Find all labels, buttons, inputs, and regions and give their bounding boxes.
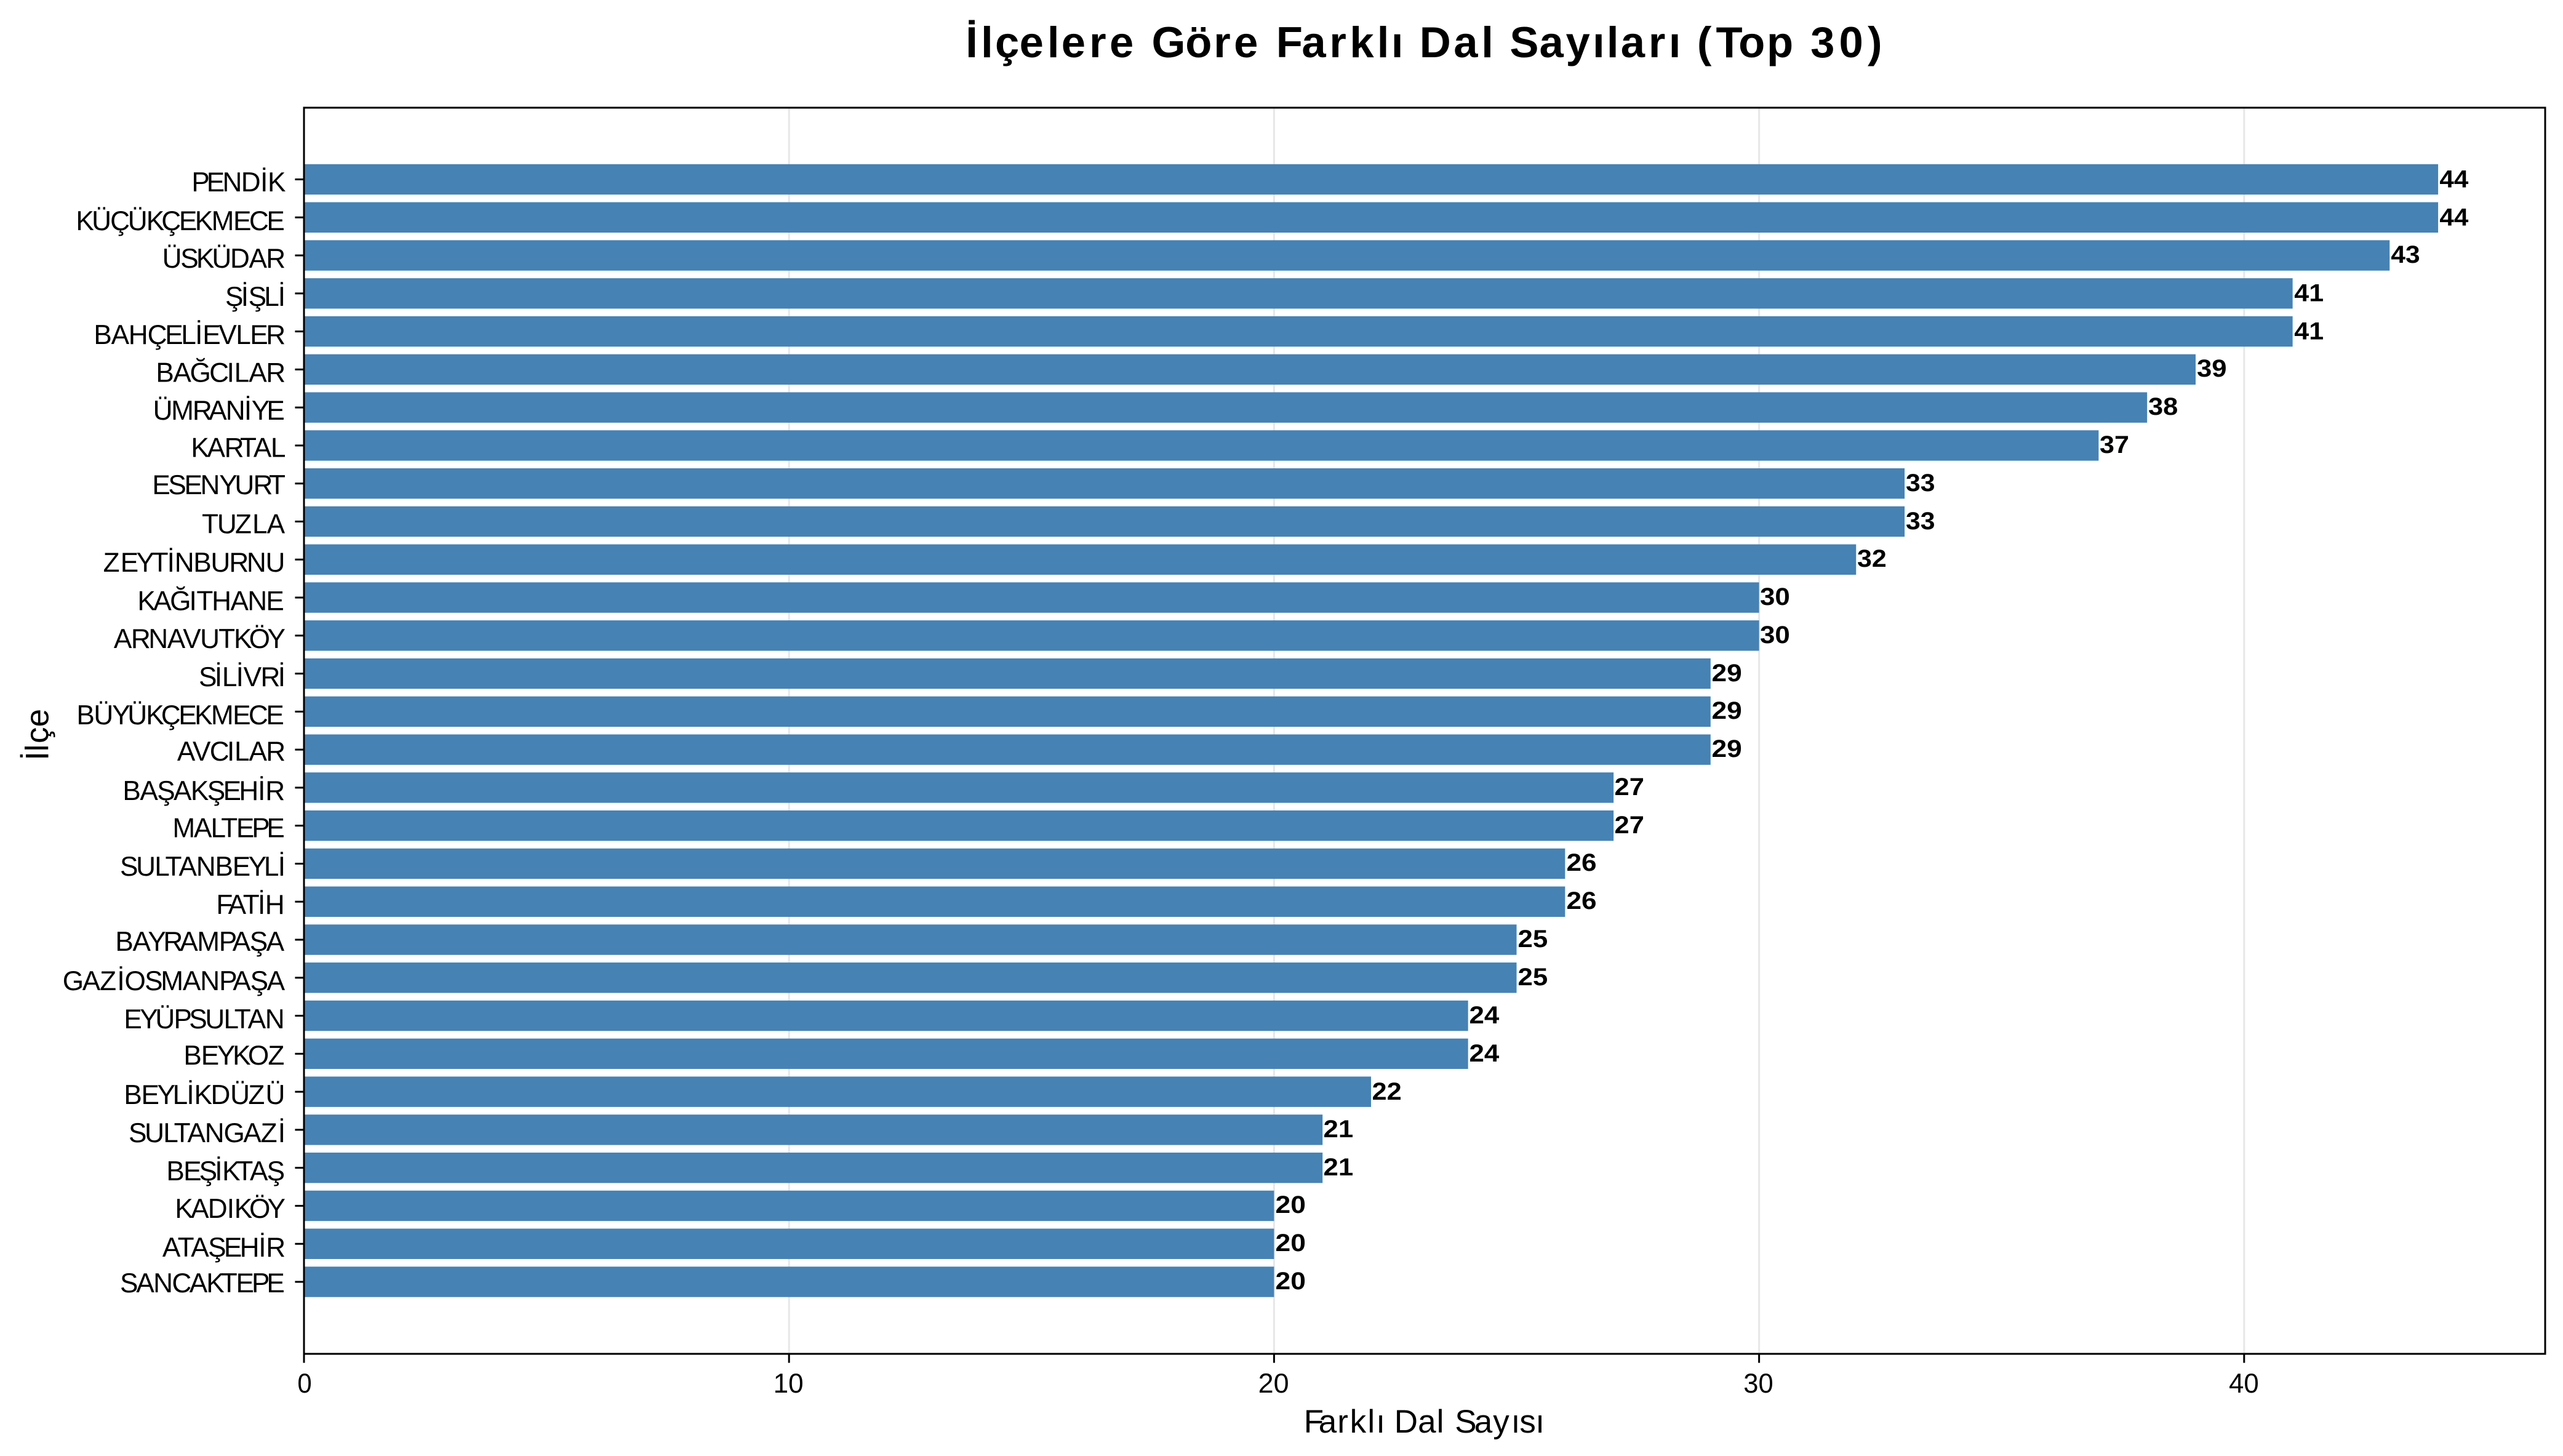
svg-text:SULTANBEYLİ: SULTANBEYLİ [120,852,286,882]
svg-text:29: 29 [1712,660,1742,687]
svg-text:KÜÇÜKÇEKMECE: KÜÇÜKÇEKMECE [76,206,284,236]
svg-text:24: 24 [1469,1002,1500,1029]
svg-text:20: 20 [1276,1230,1306,1257]
svg-text:BEYKOZ: BEYKOZ [183,1041,284,1071]
svg-text:22: 22 [1372,1078,1402,1105]
svg-text:BAYRAMPAŞA: BAYRAMPAŞA [115,927,284,957]
svg-text:ŞİŞLİ: ŞİŞLİ [225,282,286,312]
svg-text:ZEYTİNBURNU: ZEYTİNBURNU [103,548,286,578]
svg-text:44: 44 [2439,204,2468,231]
svg-text:SANCAKTEPE: SANCAKTEPE [120,1268,285,1298]
svg-text:21: 21 [1324,1116,1354,1143]
svg-text:43: 43 [2391,241,2420,268]
svg-text:20: 20 [1258,1369,1289,1399]
svg-text:30: 30 [1760,583,1790,610]
svg-text:BAĞCILAR: BAĞCILAR [156,358,286,388]
svg-text:SULTANGAZİ: SULTANGAZİ [129,1118,286,1148]
svg-text:İlçelere Göre Farklı Dal Sayıl: İlçelere Göre Farklı Dal Sayıları (Top 3… [966,18,1882,66]
svg-text:26: 26 [1567,849,1597,876]
svg-text:TUZLA: TUZLA [202,509,286,539]
svg-text:32: 32 [1857,545,1887,572]
svg-text:KARTAL: KARTAL [191,433,286,463]
svg-text:GAZİOSMANPAŞA: GAZİOSMANPAŞA [63,966,286,996]
svg-text:33: 33 [1906,470,1935,497]
svg-text:BAŞAKŞEHİR: BAŞAKŞEHİR [122,776,285,806]
svg-text:26: 26 [1567,887,1597,914]
svg-text:BEŞİKTAŞ: BEŞİKTAŞ [166,1156,285,1186]
svg-text:25: 25 [1518,926,1548,953]
svg-text:SİLİVRİ: SİLİVRİ [199,662,286,692]
svg-text:BÜYÜKÇEKMECE: BÜYÜKÇEKMECE [76,700,284,730]
svg-text:ATAŞEHİR: ATAŞEHİR [162,1233,286,1263]
svg-text:24: 24 [1469,1040,1500,1067]
svg-text:27: 27 [1615,812,1644,839]
svg-text:KADIKÖY: KADIKÖY [175,1194,286,1224]
svg-text:44: 44 [2439,166,2468,193]
svg-text:25: 25 [1518,964,1548,991]
svg-text:FATİH: FATİH [216,890,284,920]
svg-text:AVCILAR: AVCILAR [177,737,286,767]
svg-text:KAĞITHANE: KAĞITHANE [137,586,284,617]
svg-text:30: 30 [1743,1369,1773,1399]
svg-text:41: 41 [2294,318,2324,345]
svg-text:BAHÇELİEVLER: BAHÇELİEVLER [94,320,286,350]
svg-text:ARNAVUTKÖY: ARNAVUTKÖY [114,624,286,654]
svg-text:29: 29 [1712,735,1742,762]
svg-text:Farklı Dal Sayısı: Farklı Dal Sayısı [1304,1404,1545,1440]
svg-text:0: 0 [297,1369,311,1399]
svg-text:ÜMRANİYE: ÜMRANİYE [153,396,285,426]
svg-text:39: 39 [2197,355,2227,382]
svg-text:40: 40 [2229,1369,2259,1399]
svg-text:ESENYURT: ESENYURT [152,470,286,500]
svg-text:BEYLİKDÜZÜ: BEYLİKDÜZÜ [124,1080,285,1110]
svg-text:21: 21 [1324,1154,1354,1181]
svg-text:20: 20 [1276,1191,1306,1218]
svg-text:27: 27 [1615,774,1644,801]
svg-text:20: 20 [1276,1268,1306,1295]
svg-text:PENDİK: PENDİK [191,167,286,198]
svg-text:EYÜPSULTAN: EYÜPSULTAN [124,1004,284,1034]
svg-text:30: 30 [1760,622,1790,649]
svg-text:29: 29 [1712,697,1742,724]
svg-text:33: 33 [1906,508,1935,535]
svg-text:41: 41 [2294,279,2324,306]
svg-text:ÜSKÜDAR: ÜSKÜDAR [162,244,286,274]
svg-text:38: 38 [2148,393,2178,420]
svg-text:10: 10 [774,1369,804,1399]
svg-text:İlçe: İlçe [20,709,56,761]
svg-text:37: 37 [2100,431,2129,458]
svg-text:MALTEPE: MALTEPE [172,813,284,843]
